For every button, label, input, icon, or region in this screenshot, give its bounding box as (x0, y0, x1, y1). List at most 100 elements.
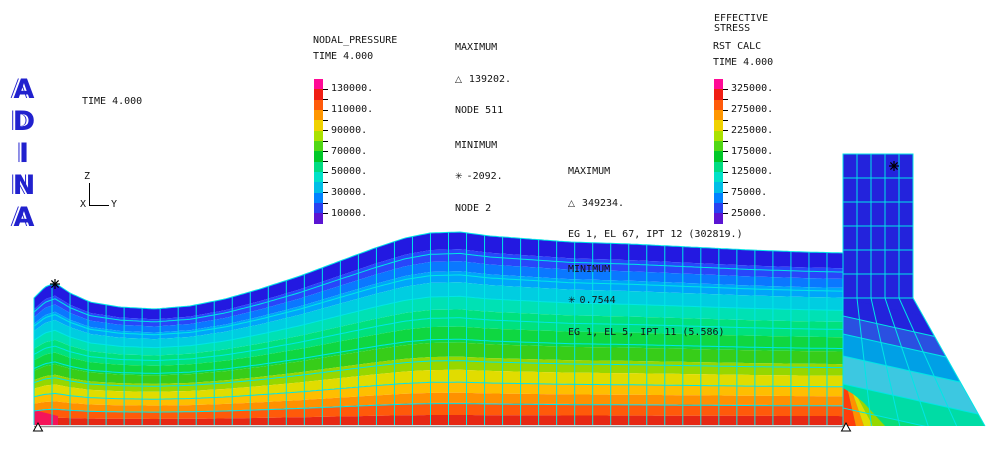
max-value: △ 139202. (455, 73, 512, 85)
colorbar-scale-label: 10000. (331, 207, 368, 219)
colorbar-tick (723, 88, 728, 90)
stress-colorbar: 325000. 275000. 225000. 175000. 125000. 75000… (714, 79, 773, 224)
colorbar-scale-label: 275000. (731, 104, 774, 116)
colorbar-tick (723, 140, 728, 142)
maximum-star-marker (889, 161, 899, 171)
colorbar-tick (323, 140, 328, 142)
stress-legend-title2: STRESS (714, 23, 751, 34)
min-value: ✳ -2092. (455, 171, 503, 182)
stress-legend: EFFECTIVE STRESS RST CALC TIME 4.000 325… (713, 13, 823, 235)
colorbar-band (314, 89, 323, 100)
colorbar-band (714, 141, 723, 152)
colorbar-tick (723, 192, 728, 194)
min-location: NODE 2 (455, 202, 492, 214)
colorbar-band (714, 89, 723, 100)
embankment-bands (34, 232, 845, 425)
axis-y-line (89, 205, 109, 206)
stress-stats: MAXIMUM △ 349234. EG 1, EL 67, IPT 12 (30… (568, 146, 743, 359)
max-location: EG 1, EL 67, IPT 12 (302819.) (568, 229, 743, 240)
stress-legend-title1: EFFECTIVE (714, 13, 769, 24)
colorbar-band (714, 151, 723, 162)
max-label: MAXIMUM (455, 42, 498, 53)
maximum-triangle-marker (32, 421, 44, 432)
colorbar-tick (323, 88, 328, 90)
colorbar-band (714, 172, 723, 183)
colorbar-band (314, 182, 323, 193)
colorbar-band (714, 130, 723, 142)
colorbar-band (714, 120, 723, 131)
colorbar-scale-label: 75000. (731, 186, 768, 198)
colorbar-band (314, 151, 323, 162)
colorbar-scale-label: 130000. (331, 83, 374, 95)
colorbar-tick (723, 182, 728, 184)
colorbar-tick (723, 171, 728, 173)
max-label: MAXIMUM (568, 166, 611, 177)
colorbar-scale-label: 175000. (731, 145, 774, 157)
colorbar-tick (323, 192, 328, 194)
colorbar-band (714, 161, 723, 173)
colorbar-band (314, 130, 323, 142)
colorbar-scale-label: 110000. (331, 104, 374, 116)
colorbar-tick (723, 119, 728, 121)
colorbar-scale-label: 50000. (331, 166, 368, 178)
star-marker-glyph: ✳ (568, 296, 576, 306)
pressure-stats: MAXIMUM △ 139202. NODE 511 MINIMUM ✳ -2092… (455, 22, 511, 235)
colorbar-tick (723, 130, 728, 132)
logo-letter: A (13, 74, 35, 105)
colorbar-tick (323, 161, 328, 163)
colorbar-scale-label: 30000. (331, 186, 368, 198)
colorbar-band (714, 182, 723, 193)
colorbar-tick (323, 182, 328, 184)
minimum-star-marker (50, 279, 60, 289)
star-marker-glyph: ✳ (455, 172, 463, 182)
axis-z-label: Z (84, 171, 91, 182)
max-location: NODE 511 (455, 105, 504, 116)
colorbar-tick (723, 99, 728, 101)
colorbar-band (314, 110, 323, 121)
colorbar-tick (723, 213, 728, 215)
colorbar-band (314, 79, 323, 90)
colorbar-tick (323, 171, 328, 173)
min-label: MINIMUM (455, 139, 498, 151)
axis-z-line (89, 183, 90, 205)
logo-letter: D (12, 106, 36, 137)
logo-letter: N (12, 170, 36, 201)
embankment-grid (33, 231, 846, 425)
colorbar-scale-label: 90000. (331, 124, 368, 136)
colorbar-tick (323, 202, 328, 204)
colorbar-band (714, 110, 723, 121)
colorbar-band (314, 161, 323, 173)
maximum-triangle-marker (840, 421, 852, 432)
wall-outline (842, 153, 986, 427)
colorbar-band (314, 213, 323, 224)
colorbar-band (714, 79, 723, 90)
colorbar-tick (323, 130, 328, 132)
pressure-legend-title: NODAL_PRESSURE (313, 35, 398, 46)
min-location: EG 1, EL 5, IPT 11 (5.586) (568, 326, 725, 338)
colorbar-scale-label: 70000. (331, 145, 368, 157)
colorbar-band (714, 99, 723, 111)
min-label: MINIMUM (568, 263, 611, 275)
colorbar-band (714, 203, 723, 214)
logo-letter: I (18, 138, 30, 169)
colorbar-tick (323, 109, 328, 111)
pressure-legend-time: TIME 4.000 (313, 51, 374, 62)
colorbar-tick (323, 99, 328, 101)
colorbar-band (714, 213, 723, 224)
axis-x-label: X (80, 199, 87, 210)
colorbar-band (314, 192, 323, 204)
colorbar-tick (323, 119, 328, 121)
colorbar-scale-label: 225000. (731, 124, 774, 136)
colorbar-band (314, 141, 323, 152)
colorbar-scale-label: 325000. (731, 83, 774, 95)
colorbar-tick (723, 151, 728, 152)
colorbar-band (714, 192, 723, 204)
colorbar-tick (323, 213, 328, 215)
triangle-marker-glyph: △ (455, 74, 462, 85)
triangle-marker-glyph: △ (568, 198, 575, 209)
colorbar-band (314, 120, 323, 131)
max-value: △ 349234. (568, 197, 625, 209)
colorbar-band (314, 99, 323, 111)
stress-legend-subtitle: RST CALC (713, 41, 762, 52)
